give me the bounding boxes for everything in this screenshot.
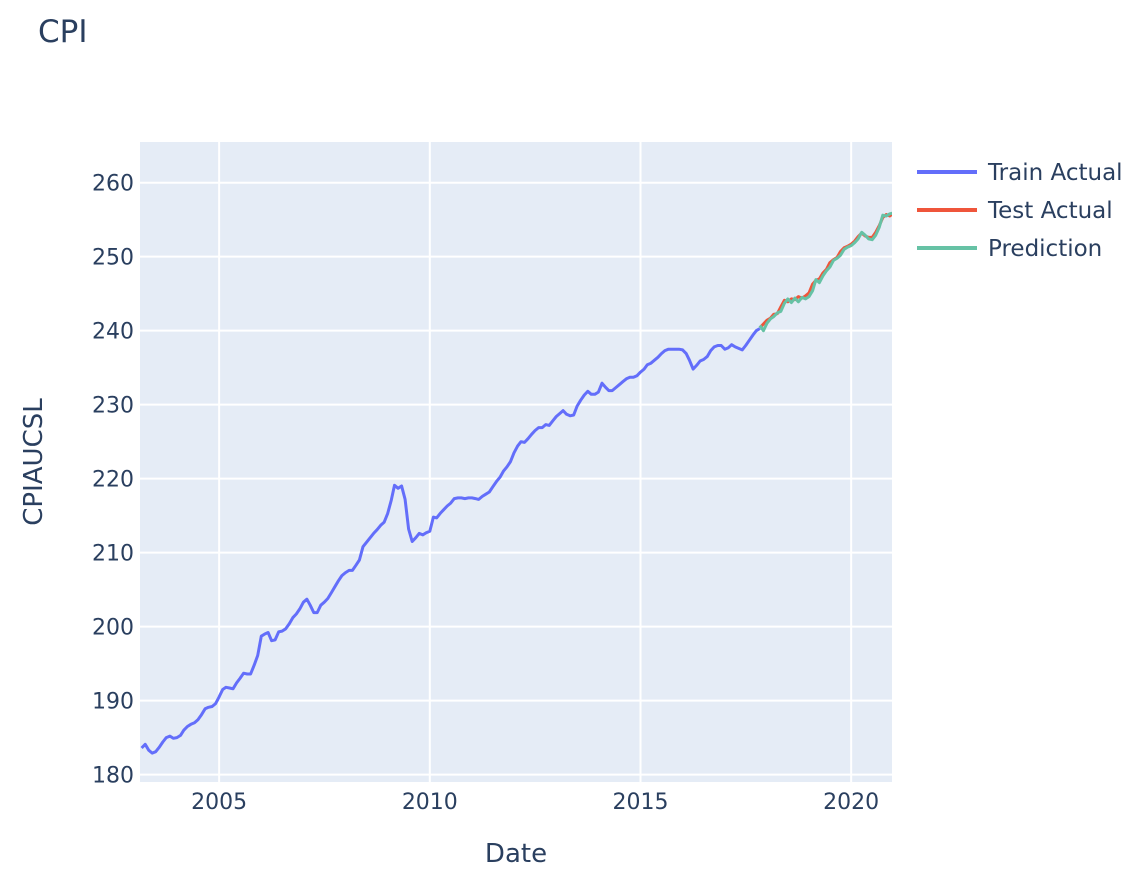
chart-title: CPI — [38, 14, 87, 50]
series-line-prediction — [758, 211, 892, 333]
y-axis-ticks: 180 190 200 210 220 230 240 250 260 — [92, 172, 134, 789]
x-tick-label: 2020 — [823, 790, 879, 815]
legend-item-prediction[interactable]: Prediction — [917, 236, 1102, 262]
y-tick-label: 180 — [92, 764, 134, 789]
x-axis-title: Date — [485, 839, 547, 869]
legend-item-test-actual[interactable]: Test Actual — [917, 198, 1113, 224]
y-tick-label: 260 — [92, 172, 134, 197]
legend-label: Test Actual — [987, 198, 1113, 224]
y-axis-title: CPIAUCSL — [19, 398, 49, 526]
y-tick-label: 240 — [92, 320, 134, 345]
x-axis-ticks: 2005 2010 2015 2020 — [191, 790, 879, 815]
legend: Train Actual Test Actual Prediction — [917, 160, 1123, 262]
y-tick-label: 210 — [92, 542, 134, 567]
legend-item-train-actual[interactable]: Train Actual — [917, 160, 1123, 186]
y-tick-label: 220 — [92, 468, 134, 493]
y-tick-label: 200 — [92, 616, 134, 641]
plot-area — [140, 142, 892, 782]
gridlines — [140, 142, 892, 782]
y-tick-label: 190 — [92, 690, 134, 715]
legend-label: Train Actual — [987, 160, 1123, 186]
x-tick-label: 2010 — [402, 790, 458, 815]
y-tick-label: 230 — [92, 394, 134, 419]
x-tick-label: 2005 — [191, 790, 247, 815]
series-lines — [140, 211, 892, 755]
x-tick-label: 2015 — [612, 790, 668, 815]
legend-label: Prediction — [988, 236, 1102, 262]
y-tick-label: 250 — [92, 246, 134, 271]
series-line-train-actual — [140, 327, 761, 755]
